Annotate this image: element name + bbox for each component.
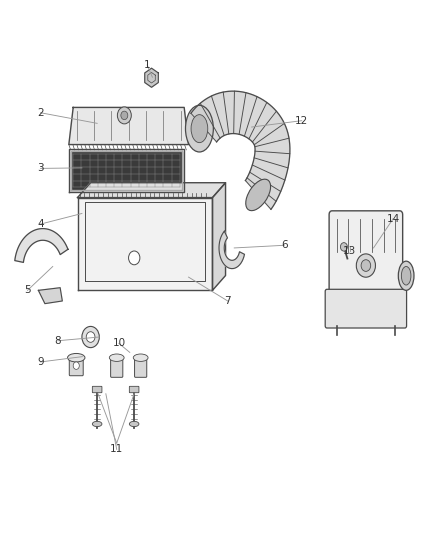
- Polygon shape: [39, 288, 62, 304]
- Polygon shape: [219, 231, 244, 269]
- FancyBboxPatch shape: [329, 211, 403, 297]
- FancyBboxPatch shape: [92, 386, 102, 393]
- FancyBboxPatch shape: [134, 358, 147, 377]
- Polygon shape: [78, 183, 226, 198]
- Polygon shape: [69, 108, 188, 144]
- Ellipse shape: [191, 115, 208, 143]
- FancyBboxPatch shape: [69, 358, 83, 376]
- FancyBboxPatch shape: [129, 386, 139, 393]
- Ellipse shape: [67, 353, 85, 362]
- Ellipse shape: [129, 421, 139, 426]
- Ellipse shape: [246, 179, 271, 211]
- Text: 2: 2: [37, 108, 44, 118]
- Text: 8: 8: [55, 336, 61, 346]
- Text: 10: 10: [112, 338, 125, 349]
- Text: 14: 14: [386, 214, 400, 224]
- Polygon shape: [15, 229, 68, 262]
- Circle shape: [340, 243, 347, 251]
- FancyBboxPatch shape: [325, 289, 406, 328]
- Polygon shape: [212, 183, 226, 290]
- Text: 4: 4: [37, 219, 44, 229]
- Ellipse shape: [398, 261, 414, 290]
- Polygon shape: [78, 198, 212, 290]
- Text: 11: 11: [110, 445, 124, 455]
- Polygon shape: [145, 68, 158, 87]
- Ellipse shape: [133, 354, 148, 361]
- Circle shape: [82, 326, 99, 348]
- Polygon shape: [71, 151, 182, 190]
- Ellipse shape: [185, 106, 213, 152]
- Ellipse shape: [401, 266, 411, 285]
- Text: 1: 1: [144, 60, 151, 70]
- Text: 3: 3: [37, 164, 44, 173]
- Circle shape: [361, 260, 371, 271]
- Ellipse shape: [110, 354, 124, 361]
- Text: 13: 13: [343, 246, 356, 256]
- Ellipse shape: [92, 421, 102, 426]
- Text: 9: 9: [37, 357, 44, 367]
- FancyBboxPatch shape: [111, 358, 123, 377]
- Text: 5: 5: [24, 285, 31, 295]
- Circle shape: [121, 111, 128, 119]
- Text: 6: 6: [281, 240, 288, 251]
- Text: 12: 12: [295, 116, 308, 126]
- Circle shape: [356, 254, 375, 277]
- Circle shape: [129, 251, 140, 265]
- Circle shape: [73, 362, 79, 369]
- Text: 7: 7: [224, 296, 231, 306]
- Polygon shape: [191, 91, 290, 209]
- Circle shape: [86, 332, 95, 342]
- Circle shape: [117, 107, 131, 124]
